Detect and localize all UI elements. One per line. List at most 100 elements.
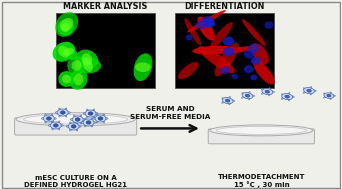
Ellipse shape <box>55 112 59 113</box>
Ellipse shape <box>222 101 225 103</box>
Ellipse shape <box>265 90 269 93</box>
Ellipse shape <box>244 50 255 59</box>
Ellipse shape <box>57 121 60 124</box>
Ellipse shape <box>310 87 312 90</box>
Ellipse shape <box>57 20 74 36</box>
Ellipse shape <box>81 119 85 120</box>
Ellipse shape <box>135 62 151 72</box>
Ellipse shape <box>186 35 193 40</box>
Ellipse shape <box>59 108 61 111</box>
Ellipse shape <box>310 91 312 95</box>
Ellipse shape <box>64 114 67 117</box>
Ellipse shape <box>330 92 331 95</box>
Ellipse shape <box>58 46 70 58</box>
Ellipse shape <box>85 110 96 117</box>
Ellipse shape <box>95 115 106 122</box>
Ellipse shape <box>83 113 87 114</box>
Ellipse shape <box>50 120 53 123</box>
Ellipse shape <box>220 46 260 53</box>
Ellipse shape <box>70 122 72 125</box>
Ellipse shape <box>93 118 97 119</box>
Ellipse shape <box>192 46 235 54</box>
Ellipse shape <box>232 74 238 79</box>
Ellipse shape <box>262 89 264 91</box>
Ellipse shape <box>71 60 82 71</box>
Ellipse shape <box>241 96 245 98</box>
Ellipse shape <box>96 120 99 123</box>
Ellipse shape <box>45 120 47 123</box>
Ellipse shape <box>196 21 206 29</box>
Ellipse shape <box>52 121 54 124</box>
Ellipse shape <box>96 114 99 117</box>
Ellipse shape <box>210 125 313 136</box>
Ellipse shape <box>251 43 269 64</box>
Ellipse shape <box>215 43 239 76</box>
Ellipse shape <box>264 21 273 29</box>
Ellipse shape <box>57 127 60 130</box>
Ellipse shape <box>197 16 215 40</box>
Ellipse shape <box>253 60 275 85</box>
Ellipse shape <box>83 58 93 72</box>
Ellipse shape <box>251 57 261 65</box>
Ellipse shape <box>242 93 245 95</box>
Ellipse shape <box>261 92 265 94</box>
Ellipse shape <box>53 124 58 127</box>
Ellipse shape <box>47 117 51 120</box>
Ellipse shape <box>303 91 306 93</box>
Ellipse shape <box>90 124 93 127</box>
Ellipse shape <box>57 109 68 116</box>
Ellipse shape <box>204 19 215 28</box>
Ellipse shape <box>231 100 235 101</box>
Ellipse shape <box>70 119 74 120</box>
Ellipse shape <box>60 18 74 31</box>
Ellipse shape <box>48 125 52 126</box>
Ellipse shape <box>68 123 79 130</box>
Text: MARKER ANALYSIS: MARKER ANALYSIS <box>63 2 148 11</box>
Ellipse shape <box>251 95 254 96</box>
Ellipse shape <box>86 121 91 124</box>
Ellipse shape <box>71 125 76 128</box>
Ellipse shape <box>84 124 87 127</box>
Ellipse shape <box>225 99 230 102</box>
Ellipse shape <box>281 97 285 99</box>
Ellipse shape <box>288 98 290 101</box>
Ellipse shape <box>74 115 76 118</box>
Ellipse shape <box>268 92 270 96</box>
Ellipse shape <box>216 126 306 134</box>
Ellipse shape <box>92 109 94 112</box>
Ellipse shape <box>61 23 70 32</box>
Ellipse shape <box>271 91 275 92</box>
Ellipse shape <box>59 114 61 117</box>
FancyArrowPatch shape <box>141 125 196 132</box>
Ellipse shape <box>72 116 83 123</box>
Ellipse shape <box>248 96 250 100</box>
Text: DIFFERENTIATION: DIFFERENTIATION <box>184 2 265 11</box>
Ellipse shape <box>248 91 250 95</box>
Ellipse shape <box>282 94 293 100</box>
Bar <box>175 13 274 88</box>
Ellipse shape <box>63 48 74 56</box>
Ellipse shape <box>81 122 85 123</box>
Ellipse shape <box>75 118 80 121</box>
Ellipse shape <box>53 42 75 62</box>
FancyBboxPatch shape <box>208 129 315 144</box>
Ellipse shape <box>184 18 201 46</box>
Text: SERUM-FREE MEDIA: SERUM-FREE MEDIA <box>130 114 210 119</box>
Ellipse shape <box>324 96 326 98</box>
Ellipse shape <box>104 118 108 119</box>
Ellipse shape <box>66 112 70 113</box>
Ellipse shape <box>304 88 314 94</box>
Ellipse shape <box>198 46 235 73</box>
Text: SERUM AND: SERUM AND <box>146 106 194 112</box>
FancyBboxPatch shape <box>15 118 137 135</box>
Ellipse shape <box>81 53 92 65</box>
Ellipse shape <box>98 117 103 120</box>
Ellipse shape <box>330 96 331 100</box>
Ellipse shape <box>79 121 82 124</box>
Ellipse shape <box>245 94 250 97</box>
Text: mESC CULTURE ON A
DEFINED HYDROGEL HG21: mESC CULTURE ON A DEFINED HYDROGEL HG21 <box>24 175 127 188</box>
Ellipse shape <box>60 111 65 114</box>
Ellipse shape <box>50 122 61 129</box>
Ellipse shape <box>134 53 153 81</box>
Ellipse shape <box>88 112 93 115</box>
